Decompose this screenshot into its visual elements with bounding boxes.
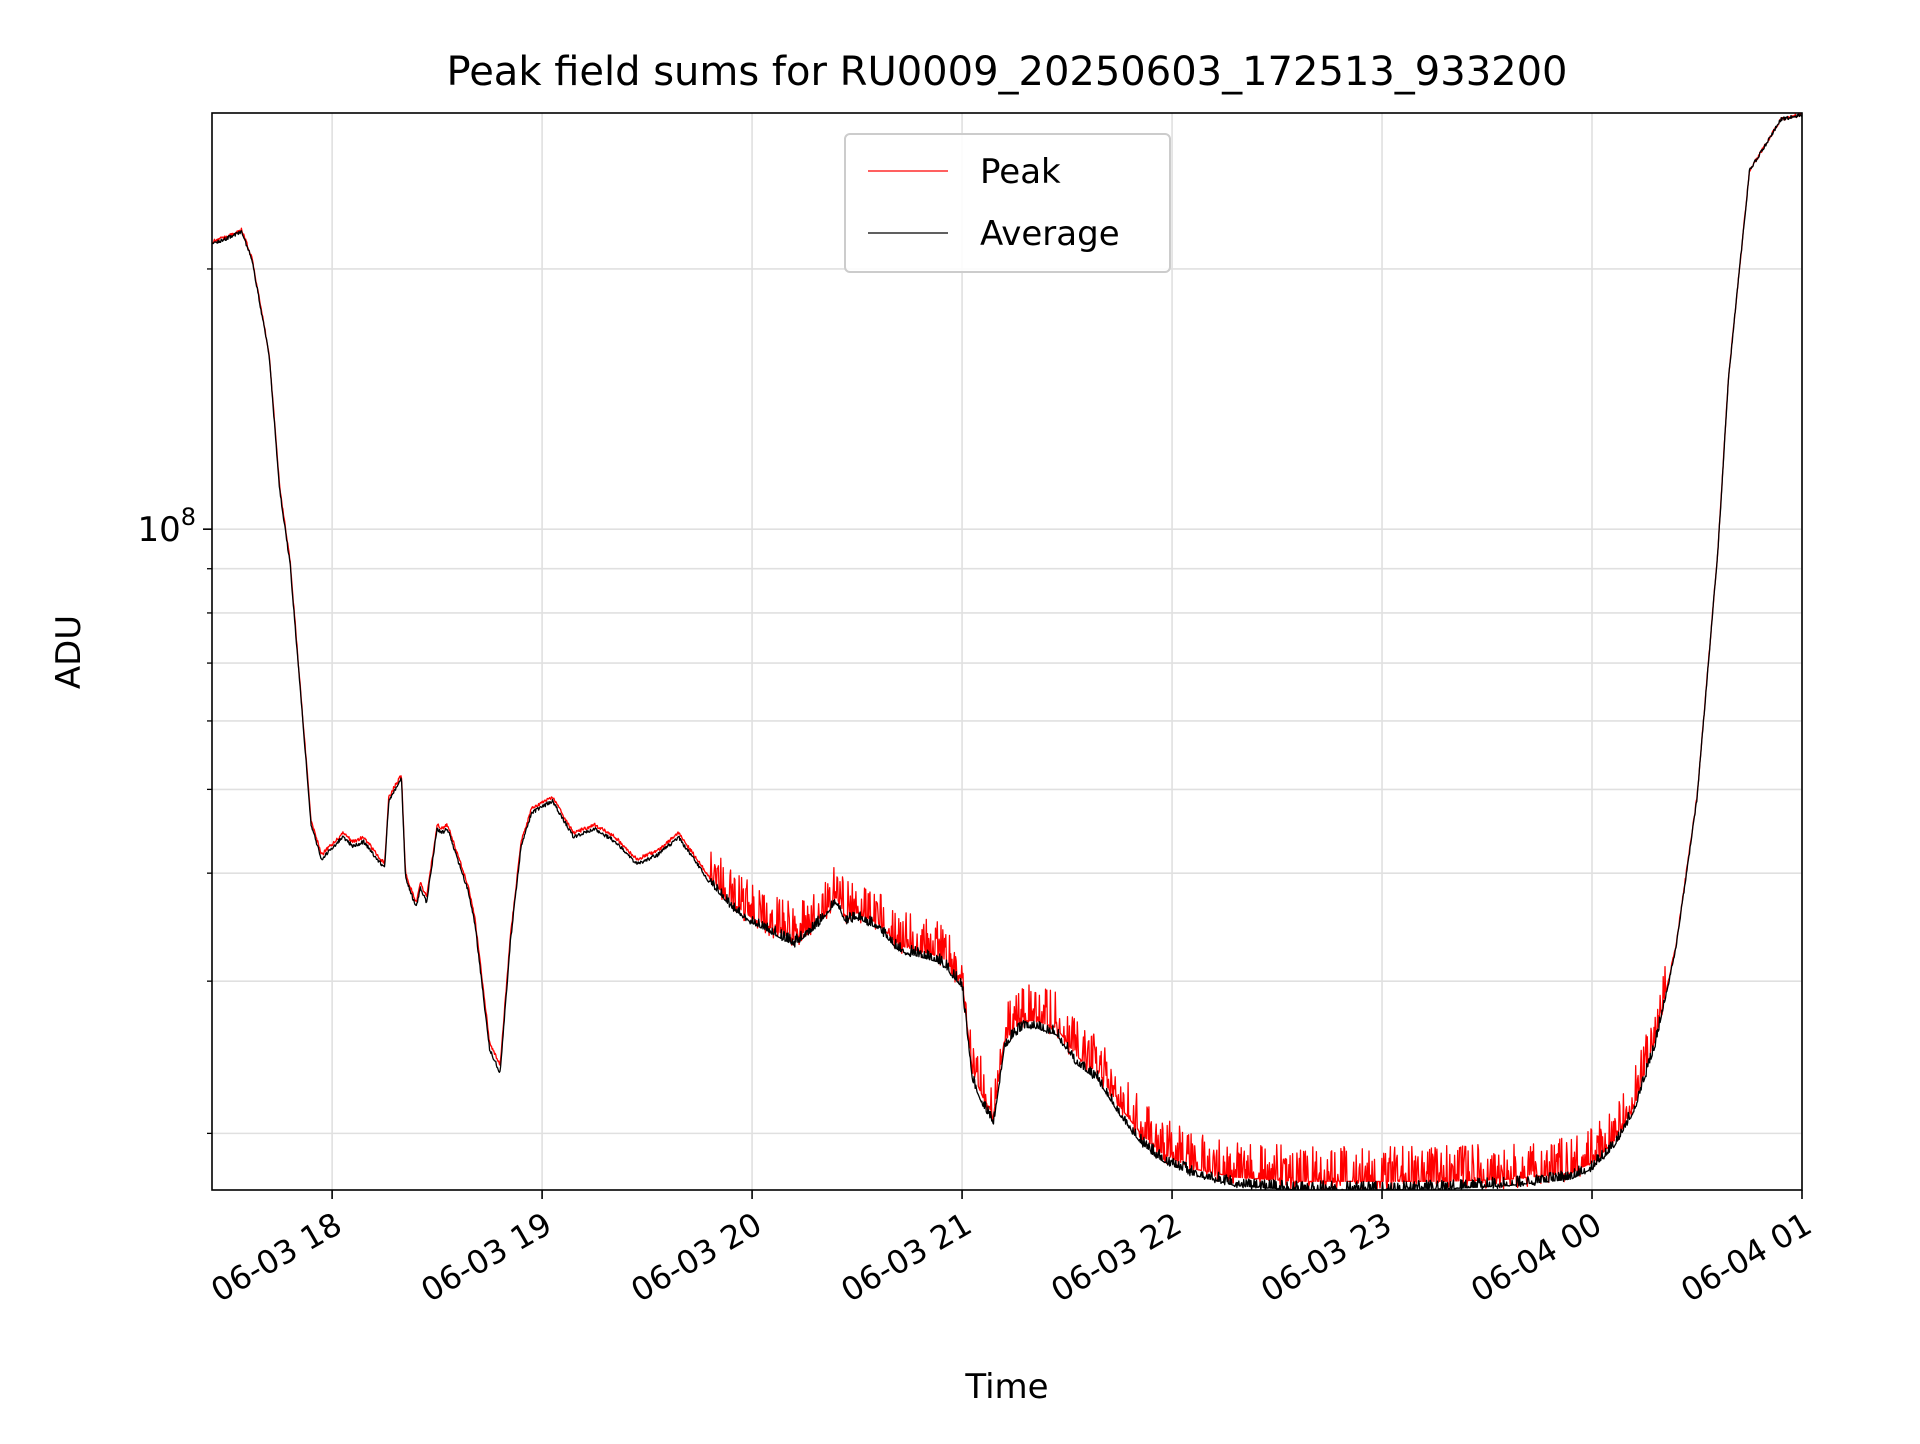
legend-box — [844, 133, 1171, 273]
plot-frame — [211, 112, 1803, 1191]
legend-label-average: Average — [980, 214, 1120, 254]
y-tick-label-base: 10 — [137, 510, 180, 550]
plot-area — [212, 113, 1802, 1190]
legend-label-peak: Peak — [980, 152, 1061, 192]
y-tick-label: 108 — [137, 503, 196, 550]
x-axis-label: Time — [964, 1367, 1048, 1407]
series-line-average — [212, 113, 1802, 1190]
y-axis-label: ADU — [49, 615, 89, 689]
legend: Peak Average — [844, 133, 1171, 273]
chart-title: Peak field sums for RU0009_20250603_1725… — [447, 49, 1568, 95]
y-axis-ticks: 108 — [137, 268, 212, 1135]
y-tick-label-exponent: 8 — [181, 503, 196, 531]
